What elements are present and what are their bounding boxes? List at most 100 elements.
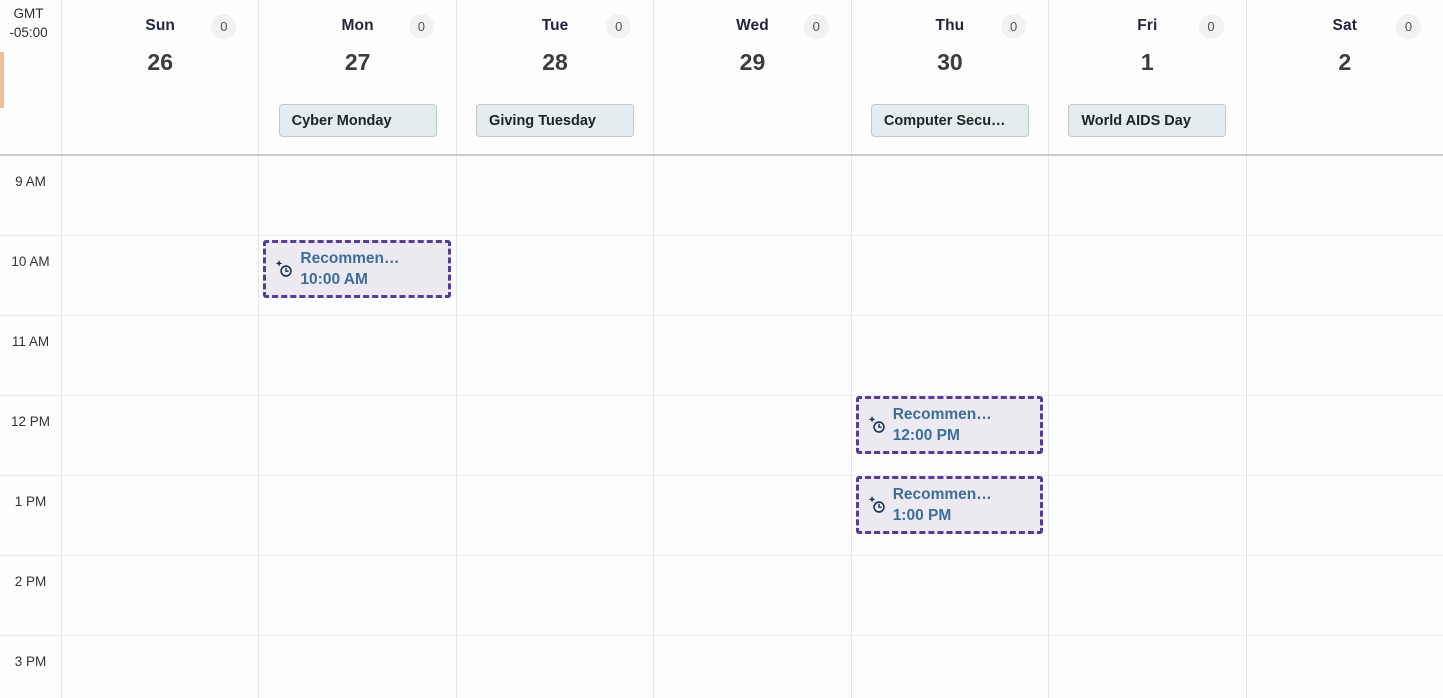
time-cell[interactable] <box>1049 396 1246 476</box>
time-cell[interactable] <box>456 236 654 316</box>
time-cell[interactable] <box>62 316 259 396</box>
time-cell[interactable] <box>851 556 1049 636</box>
day-header-top: Thu 0 <box>852 0 1048 52</box>
time-cell[interactable] <box>259 236 456 316</box>
time-cell[interactable] <box>456 556 654 636</box>
time-slot-label: 9 AM <box>0 156 61 236</box>
event-time: 12:00 PM <box>892 427 960 444</box>
time-cell[interactable] <box>259 556 456 636</box>
day-column-thu[interactable]: Recommen… 12:00 PM Recommen… 1:00 PM <box>851 156 1050 698</box>
day-header-thu[interactable]: Thu 0 30 Computer Secu… <box>851 0 1050 154</box>
time-cell[interactable] <box>62 236 259 316</box>
day-column-sat[interactable] <box>1246 156 1443 698</box>
timezone-line-1: GMT <box>13 6 44 21</box>
time-cell[interactable] <box>1246 156 1443 236</box>
time-cell[interactable] <box>654 316 851 396</box>
day-number[interactable]: 1 <box>1140 49 1154 75</box>
current-time-indicator <box>0 52 4 108</box>
time-cell[interactable] <box>456 396 654 476</box>
time-cell[interactable] <box>851 396 1049 476</box>
day-name: Wed <box>736 17 769 34</box>
time-cell[interactable] <box>259 636 455 698</box>
day-number[interactable]: 28 <box>542 49 568 75</box>
time-cell[interactable] <box>851 156 1049 236</box>
day-number[interactable]: 30 <box>937 49 963 75</box>
calendar-event[interactable]: Recommen… 12:00 PM <box>855 396 1044 454</box>
day-column-tue[interactable] <box>456 156 655 698</box>
time-cell[interactable] <box>1246 236 1443 316</box>
time-cell[interactable] <box>654 476 851 556</box>
day-column-mon[interactable]: Recommen… 10:00 AM <box>259 156 457 698</box>
day-number[interactable]: 27 <box>344 49 371 75</box>
day-header-top: Mon 0 <box>259 0 455 52</box>
time-cell[interactable] <box>457 636 653 698</box>
time-label: 11 AM <box>11 334 50 349</box>
calendar-event[interactable]: Recommen… 1:00 PM <box>855 476 1044 534</box>
time-slot-label: 11 AM <box>0 316 61 396</box>
time-cell[interactable] <box>62 476 259 556</box>
day-number[interactable]: 26 <box>147 49 173 75</box>
time-cell[interactable] <box>654 396 851 476</box>
time-cell[interactable] <box>1049 236 1246 316</box>
time-cell[interactable] <box>1247 636 1443 698</box>
day-number[interactable]: 29 <box>739 49 766 75</box>
time-cell[interactable] <box>851 316 1049 396</box>
day-header-mon[interactable]: Mon 0 27 Cyber Monday <box>259 0 457 154</box>
event-title: Recommen… <box>300 250 400 267</box>
event-time: 10:00 AM <box>300 271 368 288</box>
day-event-count-badge: 0 <box>1001 14 1027 39</box>
time-cell[interactable] <box>62 156 259 236</box>
event-text-group: Recommen… 12:00 PM <box>893 404 992 446</box>
time-cell[interactable] <box>62 556 259 636</box>
time-cell[interactable] <box>1246 316 1443 396</box>
day-name: Sat <box>1332 17 1357 34</box>
time-cell[interactable] <box>259 316 456 396</box>
time-cell[interactable] <box>259 476 456 556</box>
time-cell[interactable] <box>1246 476 1443 556</box>
time-cell[interactable] <box>852 636 1048 698</box>
time-cell[interactable] <box>1246 396 1443 476</box>
time-cell[interactable] <box>654 236 851 316</box>
time-cell[interactable] <box>851 236 1049 316</box>
holiday-chip[interactable]: Cyber Monday <box>278 104 437 137</box>
holiday-chip[interactable]: Computer Secu… <box>870 104 1029 137</box>
time-cell[interactable] <box>259 156 456 236</box>
day-name: Sun <box>145 17 175 34</box>
day-column-sun[interactable] <box>62 156 260 698</box>
day-header-top: Sun 0 <box>62 0 258 52</box>
day-name: Mon <box>341 17 374 34</box>
time-cell[interactable] <box>456 316 654 396</box>
day-number[interactable]: 2 <box>1338 49 1352 75</box>
day-header-wed[interactable]: Wed 0 29 <box>654 0 852 154</box>
time-cell[interactable] <box>456 476 654 556</box>
holiday-chip[interactable]: World AIDS Day <box>1068 104 1227 137</box>
day-header-fri[interactable]: Fri 0 1 World AIDS Day <box>1049 0 1247 154</box>
calendar-header: GMT -05:00 Sun 0 26 Mon 0 27 Cyber Monda… <box>0 0 1443 156</box>
day-header-sat[interactable]: Sat 0 2 <box>1246 0 1443 154</box>
time-cell[interactable] <box>654 556 851 636</box>
time-cell[interactable] <box>259 396 456 476</box>
time-label: 2 PM <box>14 574 47 589</box>
time-cell[interactable] <box>654 636 850 698</box>
time-cell[interactable] <box>1049 636 1245 698</box>
time-cell[interactable] <box>456 156 654 236</box>
day-column-fri[interactable] <box>1049 156 1247 698</box>
day-name: Tue <box>541 17 569 34</box>
holiday-chip[interactable]: Giving Tuesday <box>476 104 635 137</box>
day-column-wed[interactable] <box>654 156 852 698</box>
calendar-event[interactable]: Recommen… 10:00 AM <box>263 240 451 298</box>
day-header-tue[interactable]: Tue 0 28 Giving Tuesday <box>456 0 655 154</box>
time-label: 3 PM <box>14 654 47 669</box>
time-cell[interactable] <box>1049 476 1246 556</box>
time-cell[interactable] <box>1049 316 1246 396</box>
time-cell[interactable] <box>1049 556 1246 636</box>
day-header-sun[interactable]: Sun 0 26 <box>62 0 260 154</box>
time-cell[interactable] <box>62 636 258 698</box>
time-cell[interactable] <box>654 156 851 236</box>
time-cell[interactable] <box>1049 156 1246 236</box>
time-cell[interactable] <box>851 476 1049 556</box>
time-cell[interactable] <box>62 396 259 476</box>
time-slot-label: 12 PM <box>0 396 61 476</box>
sparkle-clock-icon <box>865 413 889 437</box>
time-cell[interactable] <box>1246 556 1443 636</box>
